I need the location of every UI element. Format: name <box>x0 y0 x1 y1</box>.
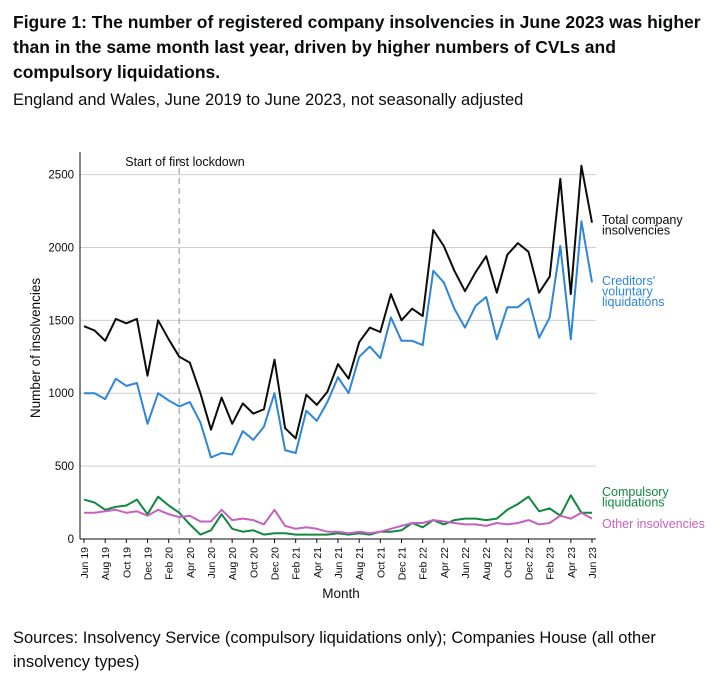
line-chart: 0 500 1000 1500 2000 2500 Start of first lock… <box>28 152 705 601</box>
y-axis-ticks: 0 500 1000 1500 2000 2500 <box>48 170 74 546</box>
x-tick-label: Dec 19 <box>143 547 155 580</box>
series-label-total: insolvencies <box>602 224 670 238</box>
x-axis-ticks: Jun 19 Aug 19 Oct 19 Dec 19 Feb 20 Apr 20 Jun … <box>79 539 599 580</box>
y-tick-label: 1000 <box>48 388 74 400</box>
x-tick-label: Jun 22 <box>460 547 472 579</box>
x-tick-label: Apr 23 <box>566 547 578 578</box>
x-tick-label: Jun 19 <box>79 547 91 579</box>
y-tick-label: 500 <box>55 461 74 473</box>
y-axis-label: Number of insolvencies <box>28 278 43 419</box>
x-tick-label: Jun 21 <box>333 547 345 579</box>
x-tick-label: Dec 22 <box>524 547 536 580</box>
y-tick-label: 1500 <box>48 315 74 327</box>
x-tick-label: Oct 21 <box>375 547 387 578</box>
y-tick-label: 2000 <box>48 242 74 254</box>
series-label-total: Total company <box>602 213 683 227</box>
x-tick-label: Feb 23 <box>545 547 557 580</box>
series-line-compulsory <box>83 494 592 536</box>
series-label-compulsory: liquidations <box>602 496 665 510</box>
series-line-total <box>83 164 593 440</box>
axes <box>79 152 596 540</box>
series-label-cvl: liquidations <box>602 295 665 309</box>
y-tick-label: 2500 <box>48 170 74 182</box>
x-tick-label: Aug 19 <box>100 547 112 580</box>
x-tick-label: Jun 20 <box>206 547 218 579</box>
x-axis-label: Month <box>322 586 360 601</box>
x-tick-label: Feb 20 <box>164 547 176 580</box>
x-tick-label: Jun 23 <box>587 547 599 579</box>
x-tick-label: Feb 21 <box>291 547 303 580</box>
series-label-compulsory: Compulsory <box>602 485 669 499</box>
x-tick-label: Oct 19 <box>121 547 133 578</box>
chart-subtitle: England and Wales, June 2019 to June 202… <box>13 91 524 109</box>
series-line-other <box>84 508 593 535</box>
annotation-layer: Start of first lockdown <box>125 155 245 539</box>
x-tick-label: Apr 20 <box>185 547 197 578</box>
series-label-other: Other insolvencies <box>602 517 705 531</box>
lockdown-label: Start of first lockdown <box>125 155 245 169</box>
x-tick-label: Aug 21 <box>354 547 366 580</box>
x-tick-label: Apr 22 <box>439 547 451 578</box>
series-lines <box>83 164 593 536</box>
gridlines <box>80 174 596 467</box>
x-tick-label: Dec 21 <box>397 547 409 580</box>
x-tick-label: Dec 20 <box>270 547 282 580</box>
chart-title: Figure 1: The number of registered compa… <box>13 12 701 82</box>
series-label-cvl: voluntary <box>602 285 653 299</box>
y-tick-label: 0 <box>68 534 74 546</box>
x-tick-label: Feb 22 <box>418 547 430 580</box>
x-tick-label: Oct 22 <box>502 547 514 578</box>
series-line-cvl <box>84 220 593 459</box>
x-tick-label: Oct 20 <box>248 547 260 578</box>
source-note: Sources: Insolvency Service (compulsory … <box>13 629 656 671</box>
x-tick-label: Aug 20 <box>227 547 239 580</box>
x-tick-label: Aug 22 <box>481 547 493 580</box>
x-tick-label: Apr 21 <box>312 547 324 578</box>
series-label-cvl: Creditors' <box>602 274 655 288</box>
